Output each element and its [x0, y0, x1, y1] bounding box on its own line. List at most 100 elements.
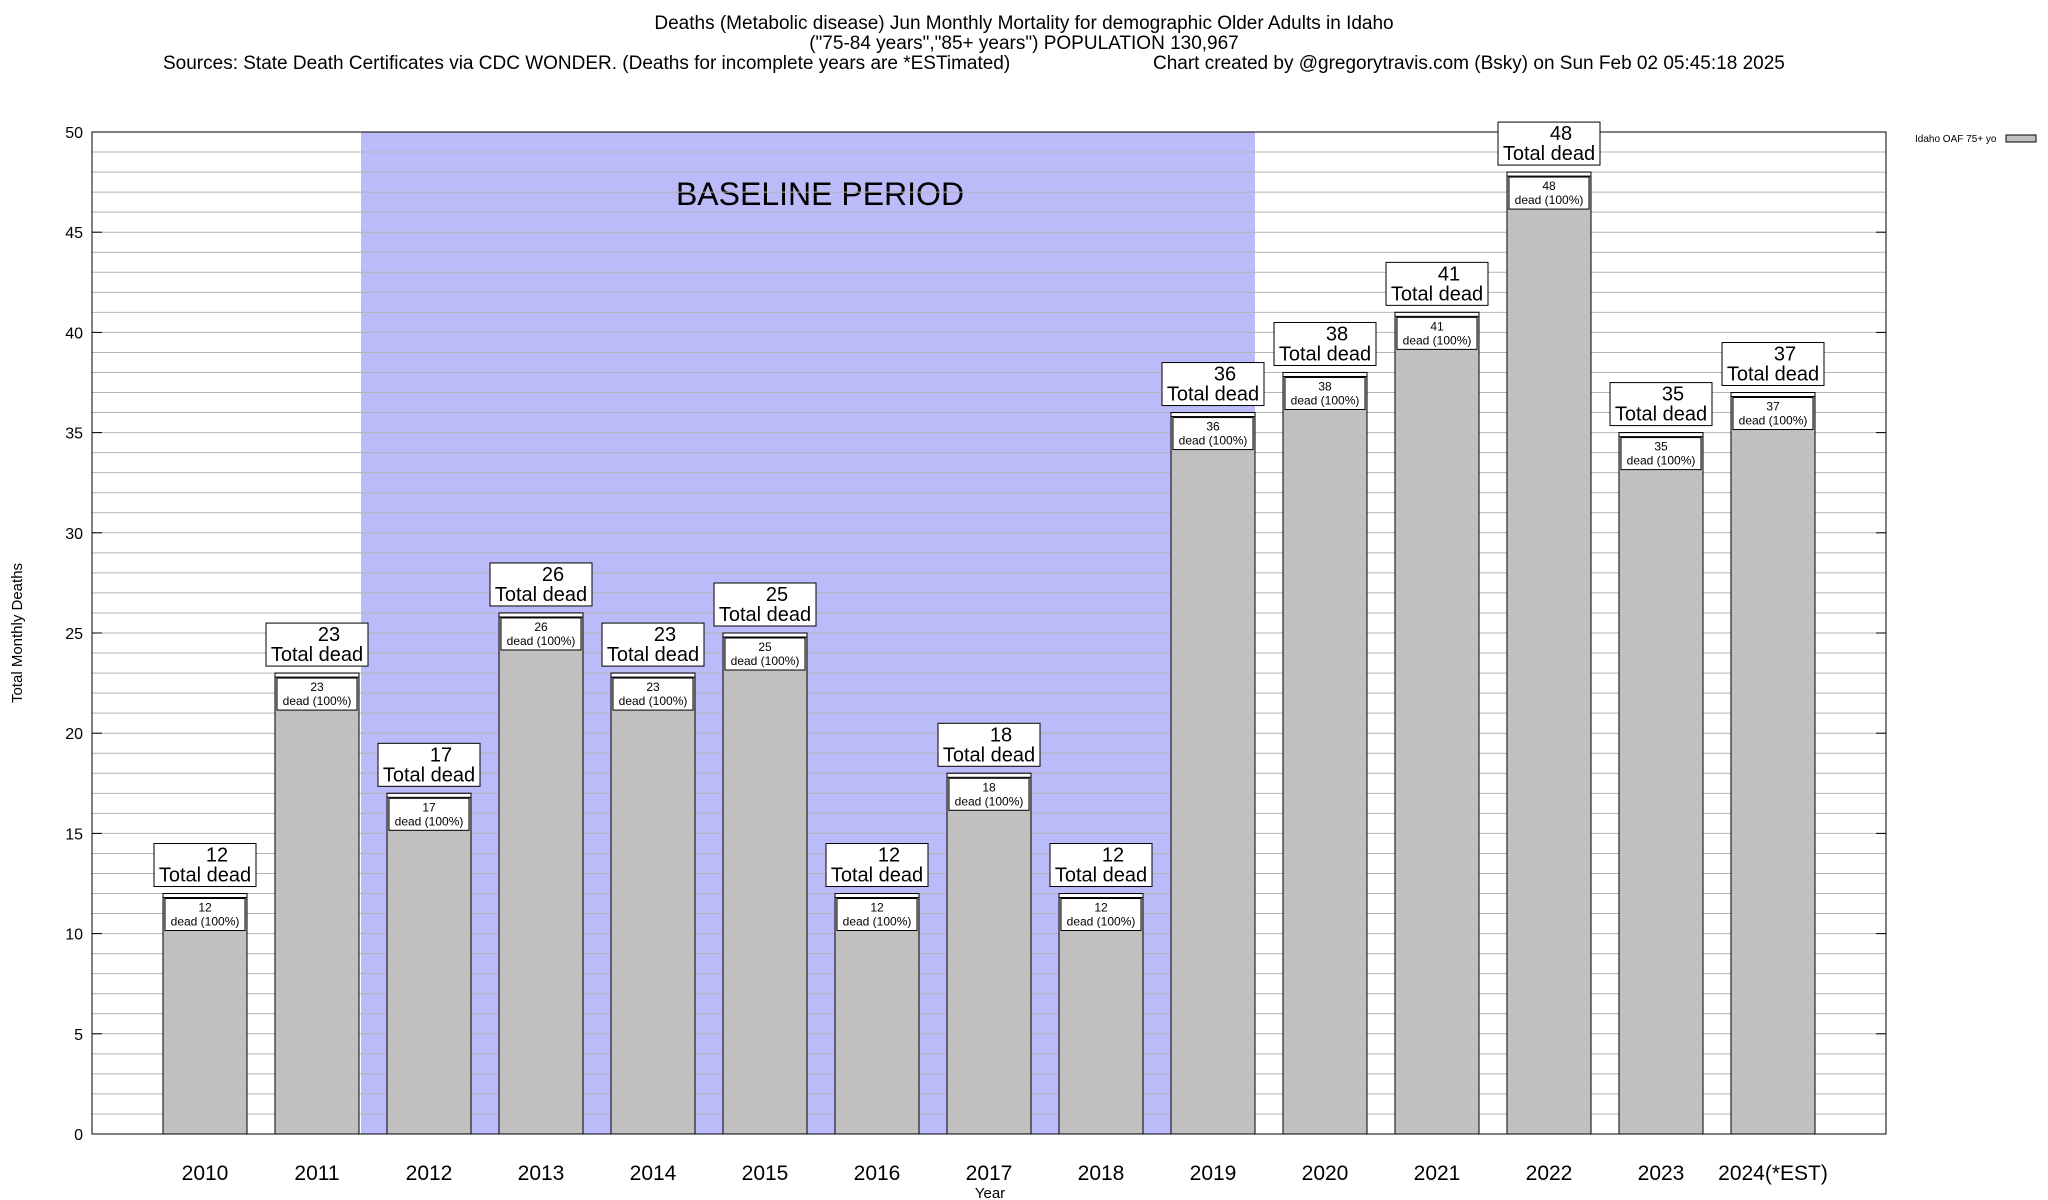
top-label-box	[601, 622, 705, 667]
inner-percent-label: dead (100%)	[955, 794, 1024, 808]
top-value-label: 38	[1326, 323, 1348, 345]
x-tick-label: 2017	[966, 1162, 1013, 1185]
inner-value-label: 18	[982, 780, 996, 794]
top-total-label: Total dead	[831, 865, 923, 887]
legend-label: Idaho OAF 75+ yo	[1915, 134, 1997, 145]
y-axis-label: Total Monthly Deaths	[9, 563, 26, 703]
inner-percent-label: dead (100%)	[283, 694, 352, 708]
top-label-box	[489, 562, 593, 607]
y-tick-label: 0	[74, 1127, 83, 1144]
bar-top-segment	[1730, 392, 1816, 398]
inner-value-label: 23	[310, 680, 324, 694]
bar-2017	[946, 772, 1032, 1135]
inner-value-label: 37	[1766, 400, 1780, 414]
x-tick-label: 2010	[182, 1162, 229, 1185]
inner-label-box	[1508, 176, 1590, 210]
top-total-label: Total dead	[383, 764, 475, 786]
x-tick-label: 2020	[1302, 1162, 1349, 1185]
inner-percent-label: dead (100%)	[1627, 454, 1696, 468]
bar-top-segment	[498, 612, 584, 618]
bar-top-segment	[834, 893, 920, 899]
inner-value-label: 35	[1654, 440, 1668, 454]
top-label-box	[1721, 342, 1825, 387]
top-label-box	[153, 843, 257, 888]
y-tick-label: 35	[65, 426, 83, 443]
inner-label-box	[1396, 316, 1478, 350]
inner-label-box	[948, 777, 1030, 811]
inner-percent-label: dead (100%)	[507, 634, 576, 648]
inner-value-label: 36	[1206, 420, 1220, 434]
top-total-label: Total dead	[1055, 865, 1147, 887]
bar-2022	[1506, 171, 1592, 1135]
inner-percent-label: dead (100%)	[619, 694, 688, 708]
bar-2012	[386, 792, 472, 1135]
x-tick-label: 2022	[1526, 1162, 1573, 1185]
top-value-label: 12	[206, 845, 228, 867]
y-tick-label: 45	[65, 225, 83, 242]
top-total-label: Total dead	[719, 604, 811, 626]
inner-label-box	[388, 797, 470, 831]
top-total-label: Total dead	[1391, 283, 1483, 305]
inner-percent-label: dead (100%)	[1739, 414, 1808, 428]
inner-label-box	[500, 617, 582, 651]
bar-2020	[1282, 371, 1368, 1135]
top-total-label: Total dead	[1167, 384, 1259, 406]
top-value-label: 41	[1438, 263, 1460, 285]
bar-top-segment	[386, 792, 472, 798]
top-label-box	[1497, 121, 1601, 166]
top-label-box	[937, 722, 1041, 767]
bar-top-segment	[162, 893, 248, 899]
bar-2014	[610, 672, 696, 1135]
top-total-label: Total dead	[1727, 364, 1819, 386]
inner-percent-label: dead (100%)	[1403, 333, 1472, 347]
x-tick-label: 2021	[1414, 1162, 1461, 1185]
inner-percent-label: dead (100%)	[1515, 193, 1584, 207]
bar-2023	[1618, 432, 1704, 1135]
y-tick-label: 30	[65, 526, 83, 543]
inner-label-box	[276, 677, 358, 711]
top-value-label: 18	[990, 724, 1012, 746]
bar-top-segment	[1058, 893, 1144, 899]
inner-label-box	[1060, 898, 1142, 932]
top-value-label: 17	[430, 744, 452, 766]
top-label-box	[1385, 261, 1489, 306]
top-total-label: Total dead	[159, 865, 251, 887]
inner-percent-label: dead (100%)	[1179, 434, 1248, 448]
inner-value-label: 12	[198, 901, 212, 915]
y-tick-label: 20	[65, 726, 83, 743]
inner-value-label: 41	[1430, 319, 1444, 333]
x-tick-label: 2012	[406, 1162, 453, 1185]
bar-top-segment	[274, 672, 360, 678]
top-label-box	[1161, 362, 1265, 407]
top-value-label: 35	[1662, 384, 1684, 406]
top-label-box	[1273, 321, 1377, 366]
x-tick-label: 2018	[1078, 1162, 1125, 1185]
x-tick-label: 2015	[742, 1162, 789, 1185]
inner-percent-label: dead (100%)	[395, 814, 464, 828]
chart-credit: Chart created by @gregorytravis.com (Bsk…	[1153, 53, 1785, 74]
inner-value-label: 12	[1094, 901, 1108, 915]
top-label-box	[1609, 382, 1713, 427]
x-tick-label: 2013	[518, 1162, 565, 1185]
chart-subtitle: ("75-84 years","85+ years") POPULATION 1…	[809, 33, 1239, 54]
top-value-label: 36	[1214, 364, 1236, 386]
bar-2018	[1058, 893, 1144, 1135]
bar-top-segment	[722, 632, 808, 638]
inner-label-box	[1732, 397, 1814, 431]
bar-top-segment	[1282, 371, 1368, 377]
top-total-label: Total dead	[1279, 343, 1371, 365]
inner-value-label: 26	[534, 620, 548, 634]
inner-percent-label: dead (100%)	[171, 915, 240, 929]
inner-label-box	[724, 637, 806, 671]
bar-2013	[498, 612, 584, 1135]
bar-top-segment	[610, 672, 696, 678]
bar-2021	[1394, 311, 1480, 1135]
inner-percent-label: dead (100%)	[843, 915, 912, 929]
bar-2019	[1170, 412, 1256, 1135]
x-tick-label: 2016	[854, 1162, 901, 1185]
top-total-label: Total dead	[943, 744, 1035, 766]
baseline-period-label: BASELINE PERIOD	[676, 176, 964, 212]
top-label-box	[825, 843, 929, 888]
legend-swatch	[2005, 134, 2037, 143]
